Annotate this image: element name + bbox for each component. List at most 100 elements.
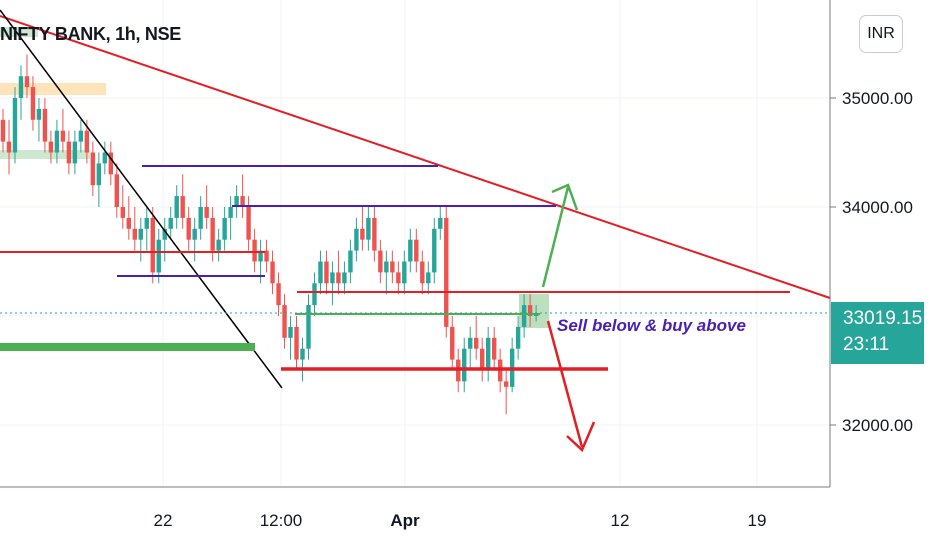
x-tick-label-3: 12: [611, 511, 630, 530]
candle-body-86: [515, 326, 521, 349]
candle-body-5: [30, 87, 36, 120]
last-price-label: 33019.15: [843, 308, 923, 329]
candle-body-36: [216, 239, 221, 251]
candle-body-32: [192, 228, 197, 240]
candle-body-63: [378, 250, 383, 273]
candle-body-6: [36, 108, 42, 120]
candle-body-33: [198, 207, 203, 229]
candle-body-1: [6, 141, 12, 153]
candle-body-68: [408, 239, 413, 262]
candle-body-42: [252, 239, 257, 262]
y-tick-label-0: 35000.00: [842, 89, 913, 108]
candle-body-82: [491, 337, 497, 360]
demand-zone: [0, 150, 90, 159]
candle-body-64: [384, 261, 389, 273]
annotation-label: Sell below & buy above: [557, 316, 746, 335]
candle-body-0: [0, 119, 6, 142]
candle-body-87: [521, 305, 527, 327]
candle-body-7: [42, 108, 48, 142]
candle-body-13: [78, 130, 84, 142]
black-trendline: [0, 9, 283, 389]
candle-body-25: [150, 217, 155, 273]
candle-body-71: [426, 272, 431, 284]
candle-body-9: [54, 130, 60, 153]
candle-body-8: [48, 141, 54, 153]
candle-body-51: [306, 305, 311, 349]
candle-body-78: [468, 337, 473, 349]
candle-body-56: [336, 272, 341, 284]
candle-body-60: [360, 228, 365, 240]
candle-body-40: [240, 196, 245, 207]
buy-arrow-head: [551, 183, 579, 211]
candle-body-14: [84, 130, 90, 153]
candle-body-22: [132, 228, 137, 240]
x-tick-label-0: 22: [154, 511, 173, 530]
x-tick-label-2: Apr: [390, 511, 420, 530]
candle-body-61: [366, 217, 371, 240]
candle-body-74: [444, 217, 449, 327]
chart-title: NIFTY BANK, 1h, NSE: [0, 24, 181, 44]
candle-body-21: [126, 217, 131, 229]
candle-body-39: [234, 196, 239, 207]
candle-body-62: [372, 217, 377, 251]
candle-body-49: [294, 326, 299, 360]
candle-body-47: [282, 305, 287, 338]
candle-body-19: [114, 174, 120, 207]
x-tick-label-4: 19: [748, 511, 767, 530]
candle-body-27: [162, 228, 167, 240]
candle-body-30: [180, 196, 185, 218]
descending-trendline: [0, 15, 831, 299]
last-price-badge: 33019.15 23:11: [831, 302, 924, 364]
candle-body-54: [324, 261, 329, 284]
candle-body-75: [450, 326, 455, 360]
candle-body-50: [300, 348, 305, 360]
candle-body-4: [24, 76, 30, 88]
candle-body-52: [312, 283, 317, 306]
candle-body-38: [228, 207, 233, 218]
sell-arrow-head: [566, 421, 596, 453]
candle-body-43: [258, 250, 263, 262]
candle-body-16: [96, 163, 102, 186]
candle-body-12: [72, 141, 78, 164]
candle-body-20: [120, 207, 125, 218]
candle-body-15: [90, 152, 96, 186]
top-zone: [0, 27, 38, 37]
candle-body-23: [138, 228, 143, 240]
x-tick-label-1: 12:00: [260, 511, 303, 530]
candle-body-2: [12, 98, 18, 153]
bar-countdown-label: 23:11: [843, 334, 890, 355]
candle-body-84: [503, 381, 509, 387]
sell-arrow-shaft: [546, 320, 584, 448]
candle-body-67: [402, 261, 407, 284]
candle-body-53: [318, 261, 323, 284]
candle-body-69: [414, 239, 419, 262]
candle-body-73: [438, 217, 443, 229]
buy-arrow-shaft: [541, 186, 570, 288]
candle-body-31: [186, 217, 191, 240]
candle-body-65: [390, 261, 395, 273]
candle-body-59: [354, 228, 359, 251]
candle-body-66: [396, 272, 401, 284]
candle-body-81: [485, 337, 491, 371]
candle-body-80: [480, 348, 485, 371]
currency-button[interactable]: INR: [859, 15, 903, 53]
candle-body-79: [474, 337, 479, 349]
candle-body-34: [204, 207, 209, 218]
candle-body-29: [174, 196, 179, 218]
candle-body-45: [270, 261, 275, 284]
candle-body-77: [462, 348, 467, 382]
candle-body-28: [168, 217, 173, 229]
candle-body-46: [276, 283, 281, 306]
candle-body-35: [210, 217, 215, 251]
candle-body-26: [156, 239, 161, 273]
candle-body-48: [288, 326, 293, 338]
candle-body-11: [66, 141, 72, 164]
y-tick-label-2: 32000.00: [842, 416, 913, 435]
candle-body-18: [108, 152, 114, 175]
candle-body-41: [246, 207, 251, 240]
candle-body-44: [264, 250, 269, 262]
y-tick-label-1: 34000.00: [842, 198, 913, 217]
candle-body-10: [60, 130, 66, 142]
